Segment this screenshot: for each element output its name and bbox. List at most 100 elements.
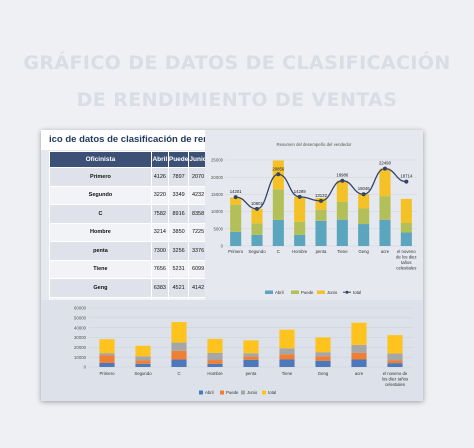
bar-total xyxy=(279,329,295,349)
bar-abril xyxy=(379,219,391,246)
bar-total xyxy=(135,345,151,357)
value-cell: 4521 xyxy=(167,278,190,298)
row-name-cell: C xyxy=(49,204,152,224)
legend-label: Junio xyxy=(327,290,338,295)
bar-puede xyxy=(207,360,223,364)
total-data-label: 18714 xyxy=(400,174,413,179)
total-data-label: 20856 xyxy=(272,166,285,171)
top-combo-chart: Resumen del desempeño del vendedor 25000 2… xyxy=(205,130,423,300)
total-data-label: 15046 xyxy=(358,186,371,191)
x-tick-label: Geng xyxy=(358,249,369,254)
bar-total xyxy=(99,339,115,354)
bar-abril xyxy=(135,363,151,367)
bar-junio xyxy=(207,352,223,361)
legend-label: Abril xyxy=(205,390,214,395)
bar-junio xyxy=(230,197,242,205)
bar-abril xyxy=(243,359,259,367)
legend-swatch xyxy=(241,390,245,395)
bar-puede xyxy=(379,196,391,220)
bar-junio xyxy=(294,196,306,222)
bar-total xyxy=(351,322,367,345)
bar-puede xyxy=(358,208,370,225)
bar-puede xyxy=(272,189,284,220)
value-cell: 3220 xyxy=(150,185,169,205)
bar-abril xyxy=(251,234,263,246)
bar-abril xyxy=(387,363,403,367)
x-tick-label: el noveno de xyxy=(383,371,408,376)
x-tick-label: celestiales xyxy=(396,266,416,271)
value-cell: 7300 xyxy=(150,241,169,261)
x-tick-label: acre xyxy=(355,371,364,376)
bar-total xyxy=(243,340,259,354)
bar-abril xyxy=(351,359,367,367)
row-name-cell: Primero xyxy=(49,167,152,187)
value-cell: 7582 xyxy=(150,204,169,224)
legend-swatch xyxy=(265,290,273,294)
y-tick-label: 0 xyxy=(84,365,87,370)
x-tick-label: Segundo xyxy=(248,249,266,254)
total-data-label: 14289 xyxy=(294,189,307,194)
table-row: Segundo32203349423210801 xyxy=(49,185,225,205)
row-name-cell: Tiene xyxy=(49,259,152,279)
bar-puede xyxy=(387,360,403,364)
x-tick-label: Tiene xyxy=(282,371,293,376)
legend-swatch xyxy=(220,390,224,395)
bar-puede xyxy=(243,356,259,360)
y-tick-label: 10000 xyxy=(74,355,87,360)
x-tick-label: Segundo xyxy=(134,371,152,376)
y-tick-label: 25000 xyxy=(211,158,224,163)
bar-junio xyxy=(351,344,367,353)
bar-junio xyxy=(400,198,412,223)
legend-label: Junio xyxy=(247,390,258,395)
total-data-label: 14201 xyxy=(230,189,243,194)
total-data-label: 13132 xyxy=(315,193,328,198)
bar-abril xyxy=(230,231,242,246)
value-cell: 3256 xyxy=(167,241,190,261)
total-point xyxy=(276,172,281,177)
bar-puede xyxy=(135,360,151,364)
legend-label: Puede xyxy=(301,290,314,295)
x-tick-label: Hombre xyxy=(207,371,223,376)
total-point xyxy=(361,192,366,197)
value-cell: 7897 xyxy=(167,167,190,187)
bar-abril xyxy=(358,224,370,246)
bar-puede xyxy=(99,355,115,363)
bar-junio xyxy=(243,353,259,357)
bar-puede xyxy=(294,221,306,235)
bar-puede xyxy=(351,352,367,360)
table-row: Hombre32143850722514289 xyxy=(49,222,225,242)
y-tick-label: 5000 xyxy=(213,226,223,231)
total-point xyxy=(383,166,387,171)
bar-junio xyxy=(279,348,295,355)
chart-title: Resumen del desempeño del vendedor xyxy=(276,142,352,147)
value-cell: 7656 xyxy=(150,259,169,279)
total-data-label: 22490 xyxy=(379,161,392,166)
bar-junio xyxy=(387,353,403,361)
x-tick-label: penta xyxy=(246,371,257,376)
bar-puede xyxy=(230,204,242,232)
headline-line-1: GRÁFICO DE DATOS DE CLASIFICACIÓN xyxy=(23,52,451,74)
bar-junio xyxy=(135,356,151,361)
bar-puede xyxy=(315,209,327,221)
sheet-title: ico de datos de clasificación de rendim xyxy=(49,134,205,145)
bottom-stacked-chart: 60000 50000 40000 30000 20000 10000 0 Primero Se… xyxy=(41,300,423,401)
total-point xyxy=(255,206,259,211)
bar-abril xyxy=(279,359,295,367)
y-tick-label: 20000 xyxy=(74,345,87,350)
y-tick-label: 60000 xyxy=(74,306,87,311)
col-header-puede: Puede xyxy=(167,151,190,168)
bar-junio xyxy=(251,208,263,224)
bar-junio xyxy=(379,168,391,197)
x-tick-label: de los diez xyxy=(396,255,417,260)
table-row: C75828916835820856 xyxy=(49,204,225,224)
bar-puede xyxy=(336,201,348,220)
value-cell: 3850 xyxy=(167,222,190,242)
bar-total xyxy=(207,338,223,353)
y-tick-label: 15000 xyxy=(211,192,224,197)
bar-puede xyxy=(251,223,263,235)
bar-abril xyxy=(294,234,306,246)
value-cell: 6383 xyxy=(150,278,169,298)
legend-swatch-marker xyxy=(345,290,349,294)
col-header-oficinista: Oficinista xyxy=(49,151,152,168)
x-tick-label: Primero xyxy=(228,249,244,254)
